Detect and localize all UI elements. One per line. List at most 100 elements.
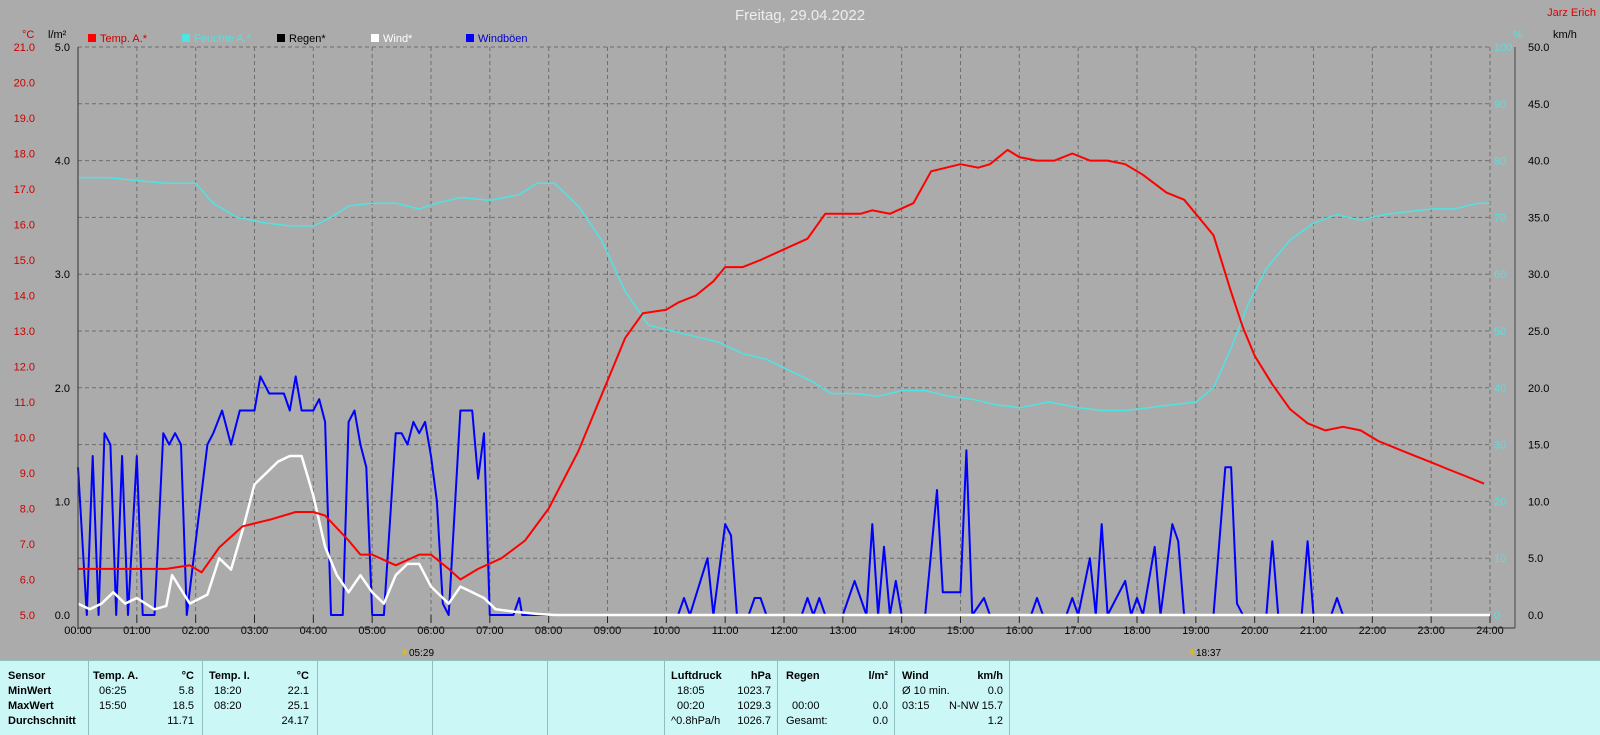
temp-tick-label: 13.0 xyxy=(14,326,35,338)
temp-i-title: Temp. I. xyxy=(209,670,250,682)
temp-axis-unit: °C xyxy=(22,29,34,41)
temp-i-min-time: 18:20 xyxy=(214,685,242,697)
pressure-min-value: 1023.7 xyxy=(737,685,771,697)
humidity-series-line xyxy=(78,176,1490,412)
x-tick-label: 01:00 xyxy=(123,625,151,637)
weather-chart: 21.0 20.0 19.0 18.0 17.0 16.0 15.0 14.0 13.0 12.0… xyxy=(14,7,1596,659)
wind-max-value: 15.7 xyxy=(981,700,1003,712)
x-tick-label: 16:00 xyxy=(1006,625,1034,637)
author-label: Jarz Erich xyxy=(1547,7,1596,19)
pressure-header: Luftdruck hPa xyxy=(665,669,777,684)
pressure-max-row: 00:20 1029.3 xyxy=(665,699,777,714)
wind-tick-label: 25.0 xyxy=(1528,326,1549,338)
pressure-unit: hPa xyxy=(750,670,771,682)
wind-tick-label: 35.0 xyxy=(1528,212,1549,224)
humidity-tick-label: 40 xyxy=(1494,383,1506,395)
temp-i-column: Temp. I. °C 18:20 22.1 08:20 25.1 24.17 xyxy=(203,661,318,735)
temp-tick-label: 20.0 xyxy=(14,78,35,90)
temp-i-max-time: 08:20 xyxy=(214,700,242,712)
label-max: MaxWert xyxy=(8,700,54,712)
temp-tick-label: 9.0 xyxy=(20,468,35,480)
temp-a-avg-value: 11.71 xyxy=(167,715,194,727)
rain-title: Regen xyxy=(786,670,820,682)
temp-a-avg-row: 11.71 xyxy=(89,714,202,729)
x-tick-label: 21:00 xyxy=(1300,625,1328,637)
temp-tick-label: 8.0 xyxy=(20,504,35,516)
temp-tick-label: 12.0 xyxy=(14,362,35,374)
x-tick-label: 20:00 xyxy=(1241,625,1269,637)
legend-label-rain: Regen* xyxy=(289,33,326,45)
grid xyxy=(78,46,1491,615)
rain-max-row: 00:00 0.0 xyxy=(778,699,894,714)
label-min: MinWert xyxy=(8,685,52,697)
series-lines xyxy=(77,148,1490,617)
empty-column-3 xyxy=(548,661,665,735)
sunset-marker: ☀ 18:37 xyxy=(1187,646,1221,659)
temp-i-avg-row: 24.17 xyxy=(203,714,317,729)
wind-tick-label: 0.0 xyxy=(1528,610,1543,622)
rain-max-value: 0.0 xyxy=(872,700,888,712)
pressure-title: Luftdruck xyxy=(671,670,722,682)
legend-swatch-temp xyxy=(88,34,96,42)
temp-i-avg-value: 24.17 xyxy=(281,715,309,727)
wind-header: Wind km/h xyxy=(895,669,1009,684)
rain-tick-label: 5.0 xyxy=(55,42,70,54)
x-tick-label: 04:00 xyxy=(300,625,328,637)
sun-icon: ☀ xyxy=(400,646,410,659)
temp-i-min-row: 18:20 22.1 xyxy=(203,684,317,699)
legend-label-gusts: Windböen xyxy=(478,33,528,45)
humidity-tick-label: 80 xyxy=(1494,156,1506,168)
x-tick-label: 24:00 xyxy=(1476,625,1504,637)
rain-max-time: 00:00 xyxy=(792,700,820,712)
temp-tick-label: 10.0 xyxy=(14,433,35,445)
rain-total-value: 0.0 xyxy=(872,715,888,727)
humidity-axis-unit: % xyxy=(1513,29,1523,41)
x-tick-label: 13:00 xyxy=(829,625,857,637)
empty-column-1 xyxy=(318,661,433,735)
legend-label-wind: Wind* xyxy=(383,33,413,45)
wind-max-row: 03:15 N-NW 15.7 xyxy=(895,699,1009,714)
chart-title: Freitag, 29.04.2022 xyxy=(735,7,865,24)
temp-a-header: Temp. A. °C xyxy=(89,669,202,684)
wind-max-direction: N-NW xyxy=(949,700,979,712)
rain-axis-unit: l/m² xyxy=(48,29,67,41)
legend-label-humidity: Feuchte A.* xyxy=(194,33,252,45)
wind-avg10-value: 0.0 xyxy=(987,685,1003,697)
temp-i-max-row: 08:20 25.1 xyxy=(203,699,317,714)
sun-icon: ☀ xyxy=(1187,646,1197,659)
statistics-table: Sensor MinWert MaxWert Durchschnitt Temp… xyxy=(0,660,1600,735)
legend: Temp. A.* Feuchte A.* Regen* Wind* Windb… xyxy=(88,33,528,45)
temp-tick-label: 15.0 xyxy=(14,255,35,267)
rain-header: Regen l/m² xyxy=(778,669,894,684)
x-tick-label: 05:00 xyxy=(358,625,386,637)
rain-unit: l/m² xyxy=(868,670,888,682)
wind-gusts-series-line xyxy=(77,375,1490,616)
pressure-column: Luftdruck hPa 18:05 1023.7 00:20 1029.3 … xyxy=(665,661,778,735)
wind-tick-label: 40.0 xyxy=(1528,156,1549,168)
temp-tick-label: 14.0 xyxy=(14,291,35,303)
temp-a-min-value: 5.8 xyxy=(178,685,194,697)
pressure-min-row: 18:05 1023.7 xyxy=(665,684,777,699)
temp-tick-label: 5.0 xyxy=(20,610,35,622)
pressure-trend-row: ^0.8hPa/h 1026.7 xyxy=(665,714,777,729)
wind-series-line xyxy=(77,454,1490,617)
x-tick-label: 07:00 xyxy=(476,625,504,637)
humidity-tick-label: 50 xyxy=(1494,326,1506,338)
legend-swatch-rain xyxy=(277,34,285,42)
wind-unit: km/h xyxy=(977,670,1003,682)
label-sensor: Sensor xyxy=(8,670,46,682)
temp-tick-label: 17.0 xyxy=(14,184,35,196)
rain-tick-label: 2.0 xyxy=(55,383,70,395)
temp-a-max-row: 15:50 18.5 xyxy=(89,699,202,714)
wind-axis-unit: km/h xyxy=(1553,29,1577,41)
x-tick-label: 06:00 xyxy=(417,625,445,637)
rain-tick-label: 3.0 xyxy=(55,269,70,281)
sunrise-label: 05:29 xyxy=(409,648,434,659)
table-labels-column: Sensor MinWert MaxWert Durchschnitt xyxy=(0,661,89,735)
pressure-avg-value: 1026.7 xyxy=(737,715,771,727)
pressure-min-time: 18:05 xyxy=(677,685,705,697)
wind-tick-label: 20.0 xyxy=(1528,383,1549,395)
sunset-label: 18:37 xyxy=(1196,648,1221,659)
temp-a-column: Temp. A. °C 06:25 5.8 15:50 18.5 11.71 xyxy=(89,661,203,735)
wind-avg10-label: Ø 10 min. xyxy=(902,685,950,697)
